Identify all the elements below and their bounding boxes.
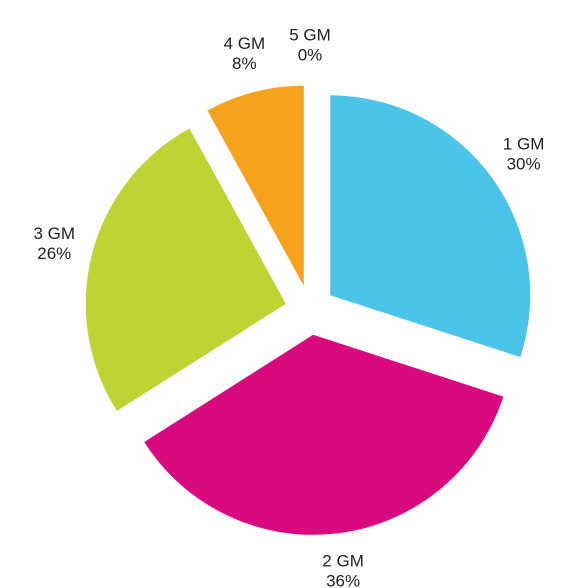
slice-value-label: 30%	[507, 154, 541, 173]
pie-slice	[207, 85, 304, 286]
slice-value-label: 36%	[326, 571, 360, 588]
slice-label: 5 GM	[289, 25, 331, 44]
pie-slice	[85, 128, 286, 411]
slice-label: 1 GM	[503, 134, 545, 153]
slice-value-label: 26%	[37, 244, 71, 263]
slice-value-label: 0%	[298, 45, 323, 64]
slice-value-label: 8%	[232, 54, 257, 73]
slice-label: 2 GM	[322, 551, 364, 570]
pie-slice	[330, 95, 531, 358]
pie-slice	[144, 334, 504, 535]
slice-label: 4 GM	[224, 34, 266, 53]
slice-label: 3 GM	[34, 224, 76, 243]
